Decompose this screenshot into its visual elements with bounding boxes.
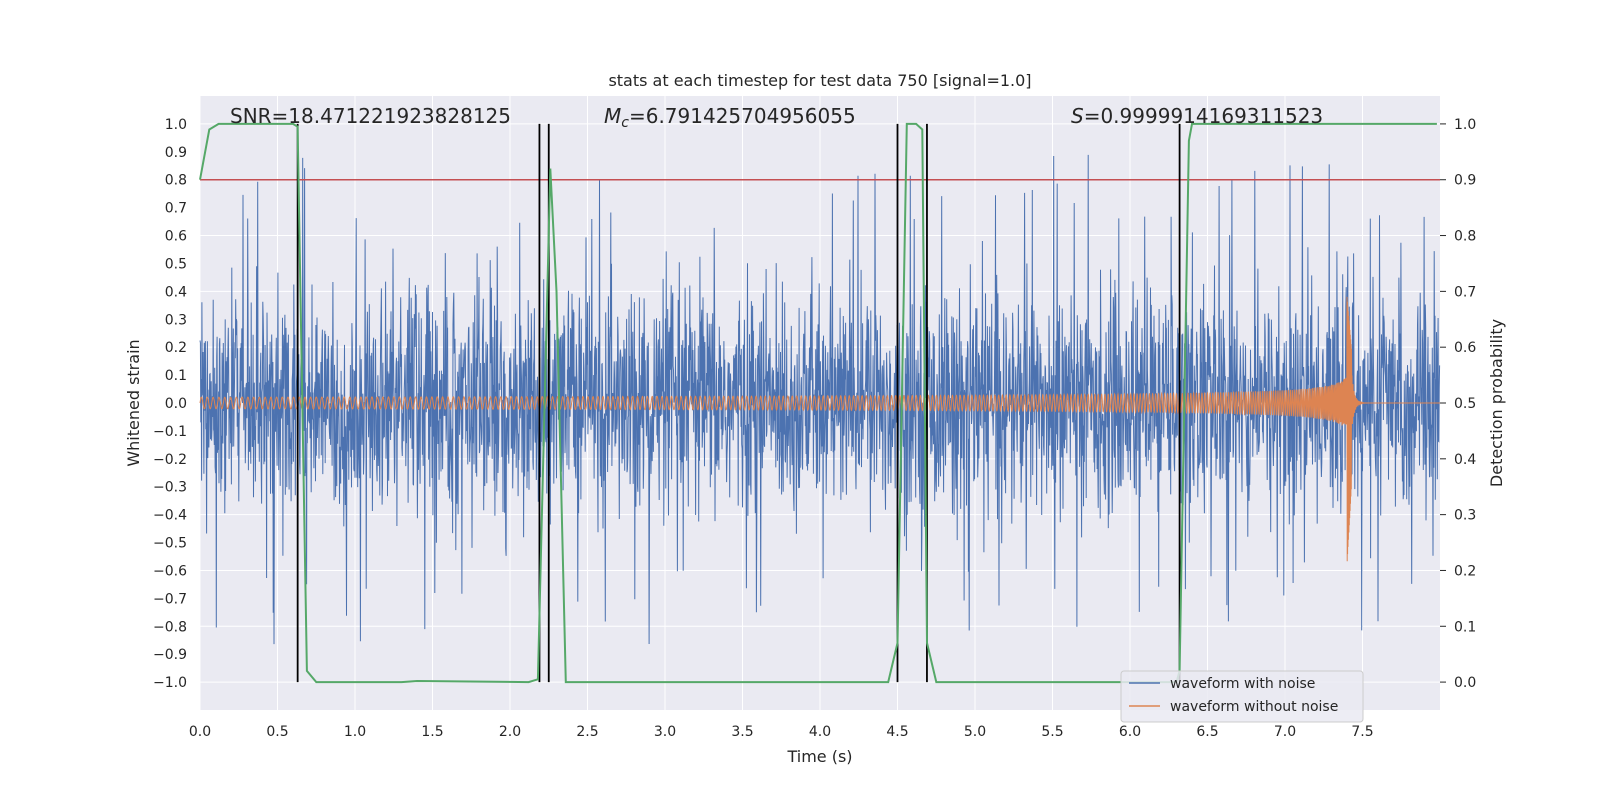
left-y-tick-label: 0.1 — [165, 368, 187, 384]
left-y-tick-label: 0.2 — [165, 340, 187, 356]
chirp-mass-subscript: c — [621, 115, 629, 131]
clean-waveform-series — [199, 296, 1440, 562]
left-y-tick-label: 0.9 — [165, 145, 187, 161]
left-y-tick-label: −0.4 — [153, 508, 187, 524]
right-y-tick-label: 0.6 — [1454, 340, 1476, 356]
left-y-axis-label: Whitened strain — [124, 339, 143, 466]
x-tick-label: 3.5 — [731, 724, 753, 740]
left-y-tick-label: 0.0 — [165, 396, 187, 412]
chart-title: stats at each timestep for test data 750… — [608, 71, 1031, 90]
legend-label-clean: waveform without noise — [1170, 699, 1338, 715]
left-y-tick-label: 0.4 — [165, 284, 187, 300]
x-tick-label: 5.0 — [964, 724, 986, 740]
x-tick-label: 6.5 — [1196, 724, 1218, 740]
x-tick-label: 4.5 — [886, 724, 908, 740]
x-tick-label: 1.5 — [421, 724, 443, 740]
legend-box — [1120, 670, 1364, 723]
score-symbol: S — [1071, 104, 1084, 128]
x-tick-label: 2.0 — [499, 724, 521, 740]
left-y-tick-label: −0.9 — [153, 647, 187, 663]
right-y-tick-label: 0.2 — [1454, 563, 1476, 579]
left-y-tick-label: −0.2 — [153, 452, 187, 468]
left-y-tick-label: −0.8 — [153, 619, 187, 635]
x-tick-label: 4.0 — [809, 724, 831, 740]
x-axis-label: Time (s) — [786, 747, 852, 766]
x-axis-ticks: 0.0 0.5 1.0 1.5 2.0 2.5 3.0 3.5 4.0 4.5 5.0 5.5 6.0 6… — [189, 724, 1374, 740]
score-annotation: S=0.9999914169311523 — [1071, 104, 1323, 128]
left-y-tick-label: 0.8 — [165, 173, 187, 189]
x-tick-label: 0.0 — [189, 724, 211, 740]
right-y-tick-label: 0.3 — [1454, 508, 1476, 524]
noise-waveform-series — [199, 154, 1441, 645]
clean-waveform-line — [199, 296, 1440, 562]
right-y-tick-label: 0.4 — [1454, 452, 1476, 468]
right-y-tick-label: 0.0 — [1454, 675, 1476, 691]
left-y-tick-label: −0.7 — [153, 591, 187, 607]
left-y-tick-label: 0.5 — [165, 256, 187, 272]
left-y-tick-label: −0.1 — [153, 424, 187, 440]
left-y-axis-ticks: 1.0 0.9 0.8 0.7 0.6 0.5 0.4 0.3 0.2 0.1 0.0 −0.1 −0.… — [153, 117, 187, 691]
left-y-tick-label: −0.3 — [153, 480, 187, 496]
x-tick-label: 7.0 — [1274, 724, 1296, 740]
left-y-tick-label: 0.7 — [165, 201, 187, 217]
chirp-mass-annotation: Mc=6.791425704956055 — [604, 104, 856, 131]
left-y-tick-label: 0.6 — [165, 229, 187, 245]
right-y-axis-label: Detection probability — [1487, 319, 1506, 487]
right-y-tick-label: 0.9 — [1454, 173, 1476, 189]
chirp-mass-symbol: M — [604, 104, 621, 128]
x-tick-label: 0.5 — [266, 724, 288, 740]
x-tick-label: 5.5 — [1041, 724, 1063, 740]
right-y-tick-label: 0.5 — [1454, 396, 1476, 412]
x-tick-label: 3.0 — [654, 724, 676, 740]
left-y-tick-label: 1.0 — [165, 117, 187, 133]
left-y-tick-label: 0.3 — [165, 312, 187, 328]
x-tick-label: 7.5 — [1351, 724, 1373, 740]
right-y-tick-label: 0.1 — [1454, 619, 1476, 635]
left-y-tick-label: −0.6 — [153, 563, 187, 579]
detection-probability-line — [199, 122, 1437, 684]
right-y-tick-label: 0.7 — [1454, 284, 1476, 300]
x-tick-label: 1.0 — [344, 724, 366, 740]
detection-probability-series — [199, 122, 1437, 684]
legend-label-noise: waveform with noise — [1170, 676, 1315, 692]
right-y-tick-label: 0.8 — [1454, 229, 1476, 245]
right-y-tick-label: 1.0 — [1454, 117, 1476, 133]
snr-annotation: SNR=18.471221923828125 — [230, 104, 511, 128]
legend: waveform with noise waveform without noi… — [1120, 670, 1364, 723]
left-y-tick-label: −1.0 — [153, 675, 187, 691]
x-tick-label: 2.5 — [576, 724, 598, 740]
x-tick-label: 6.0 — [1119, 724, 1141, 740]
chirp-mass-value: =6.791425704956055 — [629, 104, 856, 128]
right-y-axis-ticks: 1.0 0.9 0.8 0.7 0.6 0.5 0.4 0.3 0.2 0.1 0.0 — [1440, 117, 1476, 691]
score-value: =0.9999914169311523 — [1084, 104, 1323, 128]
left-y-tick-label: −0.5 — [153, 536, 187, 552]
noise-waveform-line — [199, 154, 1441, 645]
